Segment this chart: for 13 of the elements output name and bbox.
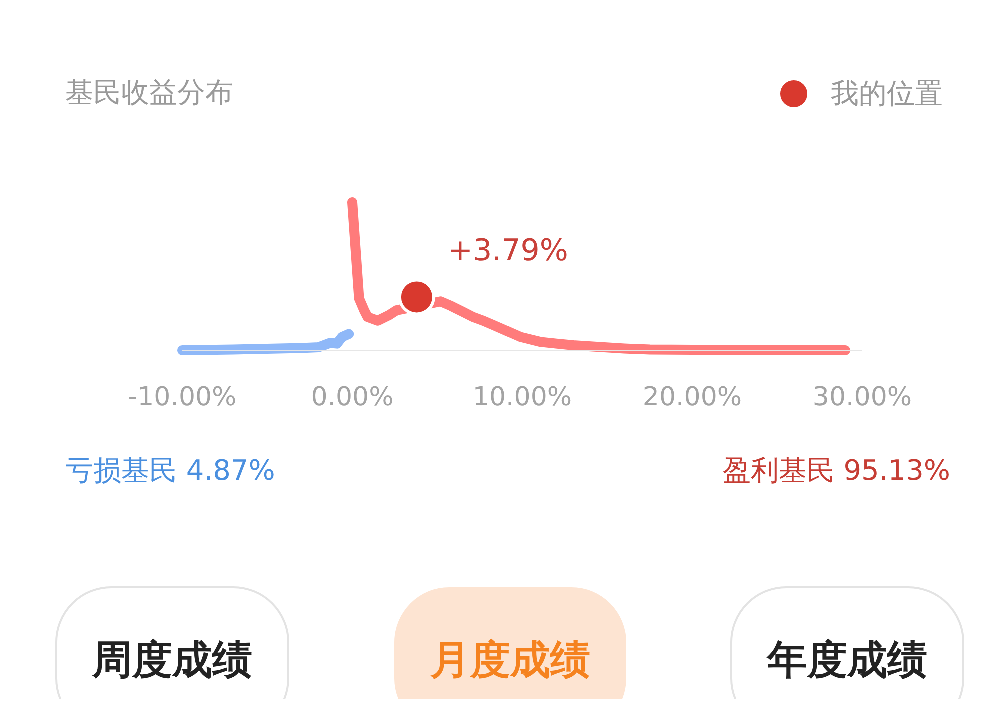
text: 周度成绩	[92, 638, 252, 684]
text: 月度成绩	[430, 638, 590, 684]
annotation: +3.79%	[448, 234, 568, 269]
x-tick-label: 10.00%	[472, 382, 572, 412]
chart-title: 基民收益分布	[66, 76, 234, 109]
text: 年度成绩	[766, 638, 928, 684]
x-tick-label: 20.00%	[642, 382, 742, 412]
text: 亏损基民 4.87%	[66, 454, 276, 487]
x-tick-label: 30.00%	[812, 382, 912, 412]
text: 盈利基民 95.13%	[722, 454, 951, 487]
x-tick-label: -10.00%	[128, 382, 237, 412]
legend-label: 我的位置	[831, 76, 943, 112]
x-tick-label: 0.00%	[311, 382, 394, 412]
